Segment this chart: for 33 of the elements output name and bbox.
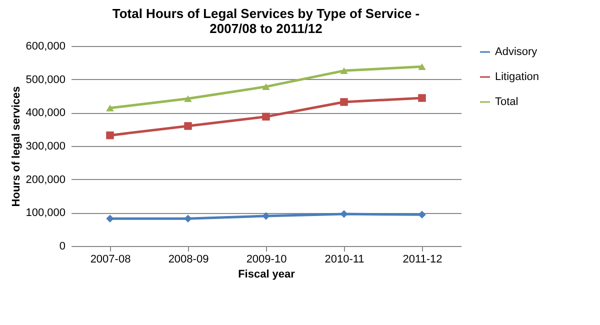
y-tick-label: 200,000 xyxy=(26,174,66,186)
x-tick-label: 2008-09 xyxy=(168,254,209,266)
point xyxy=(418,94,426,102)
point xyxy=(262,112,270,121)
y-tick-label: 300,000 xyxy=(26,140,66,152)
point xyxy=(106,214,114,223)
legend-label: Litigation xyxy=(495,71,540,83)
y-tick-label: 500,000 xyxy=(26,74,66,86)
point xyxy=(106,104,114,112)
point xyxy=(418,63,426,70)
point xyxy=(340,67,348,74)
point xyxy=(184,95,192,102)
point xyxy=(340,98,348,106)
point xyxy=(418,210,426,219)
legend-label: Total xyxy=(495,96,518,108)
point xyxy=(262,212,270,220)
y-axis-title: Hours of legal services xyxy=(10,86,23,207)
point xyxy=(262,83,270,90)
point xyxy=(184,214,192,223)
x-tick-label: 2007-08 xyxy=(90,254,131,266)
point xyxy=(184,122,192,130)
y-tick-label: 600,000 xyxy=(26,40,66,52)
x-axis-title: Fiscal year xyxy=(238,268,296,280)
chart-title: Total Hours of Legal Services by Type of Service - 2007/08 to 2011/12 xyxy=(112,6,420,36)
point xyxy=(106,131,114,140)
y-tick-label: 0 xyxy=(59,240,66,252)
x-tick-label: 2010-11 xyxy=(324,254,364,266)
x-tick-label: 2011-12 xyxy=(402,254,442,266)
y-tick-label: 400,000 xyxy=(26,107,66,120)
point xyxy=(340,210,348,218)
legend-label: Advisory xyxy=(495,46,538,58)
y-tick-label: 100,000 xyxy=(26,207,66,220)
x-tick-label: 2009-10 xyxy=(246,254,287,266)
